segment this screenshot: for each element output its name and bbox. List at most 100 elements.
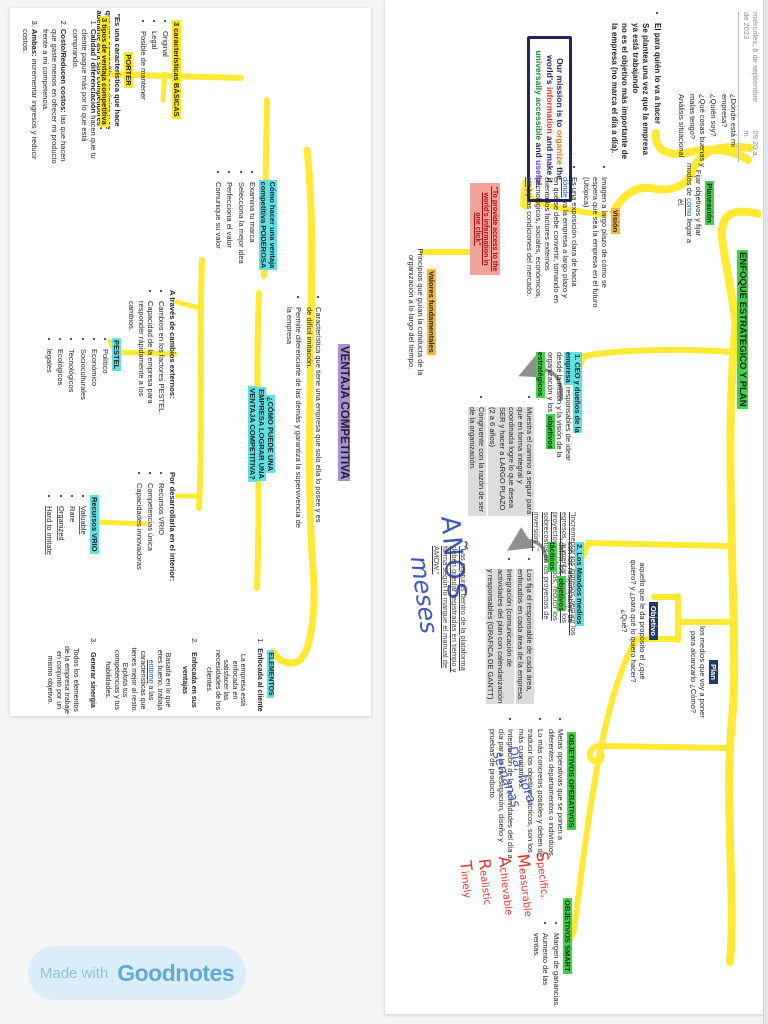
list-item: Hard to imitate (45, 506, 54, 585)
list-item: Aumento de las ventas. (531, 933, 550, 1008)
poderosa-heading: Cómo hacer una ventaja competitiva PODER… (258, 179, 277, 271)
list-item: Valuable (79, 506, 88, 585)
como-puede-question: ¿CÓMO PUEDE UNA EMPRESA LOGRAR UNA VENTA… (247, 386, 275, 482)
tipos-heading: 3 tipos de ventaja competitiva (100, 16, 109, 127)
smart-list: Margen de ganancias.Aumento de las venta… (531, 922, 561, 1008)
valores-heading: Valores fundamentales (427, 269, 436, 355)
list-item: Capacidades innovadoras (134, 483, 144, 594)
list-item: Legal (150, 31, 159, 128)
list-item: Metas operativas que se ponen a diferent… (547, 729, 565, 860)
highlighter-strokes-right (420, 129, 762, 966)
list-item: no es el objetivo más importante de la e… (610, 23, 629, 160)
tipos-list: Calidad / diferenciación hacen que tu cl… (21, 16, 98, 176)
ceo-bullets: Muestra el camino a seguir para que en f… (466, 396, 536, 516)
list-item: Político (101, 349, 110, 418)
list-item: El para quién lo va a hacer (652, 23, 662, 160)
list-item: Capacidad de la empresa para responder r… (127, 301, 154, 418)
mandos-bullets: Los fija el responsable de cada área, en… (484, 558, 536, 704)
vrio-list: ValuableRareOrganizedHard to imitate (45, 495, 88, 585)
list-item: Permite diferenciarte de las demás y gar… (284, 307, 303, 528)
list-item: Los fija el responsable de cada área, en… (515, 569, 534, 704)
note-time: 09:20 a. m. (741, 130, 760, 158)
list-item: Calidad / diferenciación hacen que tu cl… (70, 29, 98, 176)
list-item: Se plantea una vez que la empresa ya est… (631, 23, 651, 156)
pestel-list: PolíticoEconómicoSocioculturalesTecnológ… (45, 338, 110, 418)
ceo-section-heading: 1. CEO y dueños de la empresa responsabl… (536, 352, 582, 461)
list-item: Muestra el camino a seguir para que en f… (488, 407, 534, 516)
interior-heading: Por desarrollarla en el interior: (168, 472, 177, 582)
elementos-heading: ELEMENTOS (267, 650, 274, 698)
list-item: Cambios en los factores PESTEL. (157, 301, 166, 418)
definition-bullets: Característica que tiene una empresa que… (282, 296, 325, 528)
interior-list: Recursos VRIOCompetencias únicaCapacidad… (134, 472, 166, 594)
list-item: Integración (comunicación de actividades… (486, 569, 514, 704)
list-item: Socioculturales (78, 349, 88, 418)
objetivo-block: Objetivo aquello que le da propósito el … (619, 556, 658, 686)
planeacion-text: Fijar objetivos y fijar modos de cómo ll… (675, 162, 703, 244)
list-item: Rare (68, 506, 77, 585)
list-item: Costo/Reducen costos: las que hacen que … (41, 29, 68, 176)
curved-arrow-icon (507, 527, 548, 563)
list-item: legales (45, 349, 54, 418)
plan-label: Plan (708, 660, 718, 684)
smart-heading: OBJETIVOS SMART (563, 898, 572, 974)
basicas-block: 3 características BÁSICAS OriginalLegalP… (136, 20, 181, 128)
valores-text: Principios que guían la conducta de la o… (406, 248, 425, 376)
cambios-externos-block: A través de cambios externos: Cambios en… (125, 290, 177, 418)
list-item: ¿Dónde está mi empresa? (719, 94, 738, 147)
vision-block: Visión Imagen a largo plazo de cómo se e… (523, 166, 620, 308)
vrio-heading: Recursos VRIO (90, 495, 99, 554)
pestel-block: PESTEL PolíticoEconómicoSocioculturalesT… (43, 338, 121, 418)
pestel-heading: PESTEL (112, 338, 121, 372)
list-item: Es una exposición clara de hacia dónde v… (525, 177, 580, 308)
tipos-block: 3 tipos de ventaja competitiva Calidad /… (19, 16, 109, 176)
poderosa-block: Cómo hacer una ventaja competitiva PODER… (212, 171, 277, 279)
list-item: Posible de mantener (138, 31, 148, 128)
porter-heading: PORTER (124, 52, 133, 88)
note-date: miércoles, 6 de septiembre de 2023 (741, 12, 760, 103)
list-item: Perfecciona el valor (225, 182, 234, 279)
note-date-row: miércoles, 6 de septiembre de 2023 09:20… (737, 12, 760, 162)
list-item: Comunique su valor (214, 182, 223, 279)
objetivo-label: Objetivo (648, 601, 658, 640)
list-item: Ecológicos (56, 349, 65, 418)
planeacion-label: Planeación (705, 181, 714, 225)
list-item: Recursos VRIO (157, 483, 166, 594)
goodnotes-brand: Goodnotes (117, 959, 235, 986)
next-page-edge (763, 0, 768, 1024)
list-item: Congruente con la razón de ser de la org… (468, 407, 487, 516)
vrio-block: Recursos VRIO ValuableRareOrganizedHard … (43, 495, 99, 585)
list-item: Tecnológicos (67, 349, 76, 418)
list-item: Examina tu marca (248, 182, 257, 279)
list-item: Original (161, 31, 170, 128)
list-item: Margen de ganancias. (552, 933, 561, 1008)
goodnotes-badge[interactable]: Made with Goodnotes (28, 946, 246, 1000)
list-item: Imagen a largo plazo de cómo se espera q… (581, 177, 609, 308)
operativos-heading: OBJETIVOS OPERATIVOS (567, 732, 576, 830)
basicas-heading: 3 características BÁSICAS (172, 20, 181, 119)
interior-block: Por desarrollarla en el interior: Recurs… (132, 472, 177, 594)
page-title: ENFOQUE ESTRATEGICO Y PLAN (737, 250, 748, 409)
to-provide-quote: "To provide access to the world's inform… (470, 183, 500, 275)
list-item: Característica que tiene una empresa que… (305, 307, 323, 528)
mandos-section-heading: 2. Los Mandos medios son los responsable… (547, 542, 584, 627)
cambios-externos-heading: A través de cambios externos: (168, 290, 177, 399)
poderosa-list: Examina tu marcaSelecciona la mejor idea… (214, 171, 257, 279)
left-note-page: VENTAJA COMPETITIVA Característica que t… (10, 8, 371, 716)
plan-text: los medios que voy a poner para alcanzar… (688, 626, 707, 718)
smart-handwriting: Specific, Measurable Achievable Realistic Ti… (456, 850, 560, 933)
curved-arrow-icon (518, 355, 564, 401)
plan-block: Plan los medios que voy a poner para alc… (689, 618, 718, 726)
planeacion-block: Planeación Fijar objetivos y fijar modos… (675, 160, 714, 246)
valores-block: Valores fundamentales Principios que guí… (407, 246, 436, 378)
list-item: Organized (56, 506, 66, 585)
list-item: Económico (90, 349, 99, 418)
